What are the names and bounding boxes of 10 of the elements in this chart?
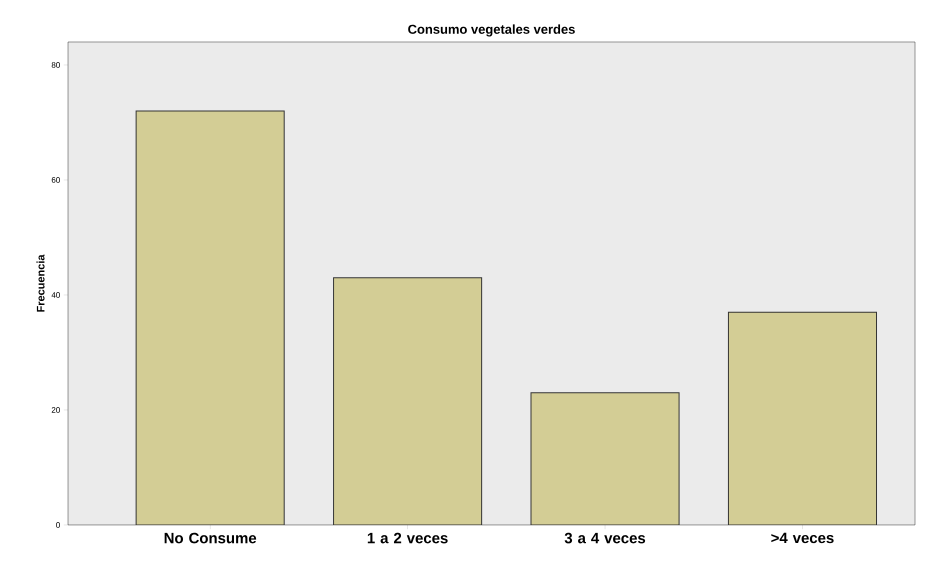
- bar: [530, 392, 680, 525]
- x-tick-label: >4 veces: [771, 532, 834, 544]
- chart-title: Consumo vegetales verdes: [408, 24, 575, 36]
- y-axis-title: Frecuencia: [36, 254, 45, 312]
- bar: [728, 312, 878, 525]
- x-tick-label: No Consume: [164, 532, 256, 544]
- bar: [136, 110, 285, 525]
- x-tick-label: 3 a 4 veces: [564, 532, 646, 544]
- bar: [333, 277, 482, 525]
- x-tick-label: 1 a 2 veces: [368, 532, 448, 544]
